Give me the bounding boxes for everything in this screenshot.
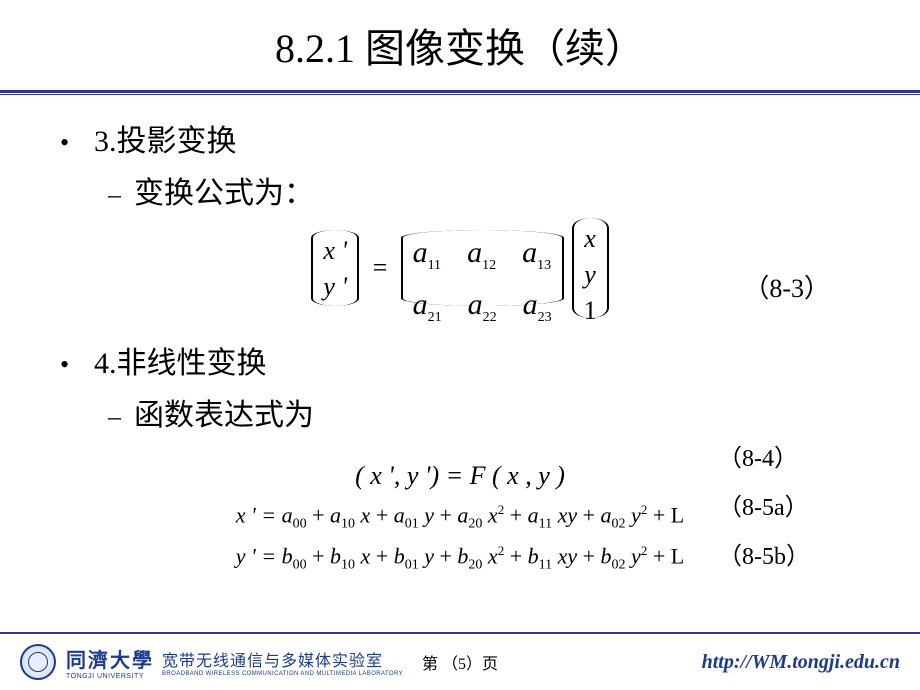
bullet-3: • 3.投影变换 bbox=[60, 116, 860, 160]
lab-en: BROADBAND WIRELESS COMMUNICATION AND MUL… bbox=[162, 671, 403, 677]
eq4-text: ( x ', y ') = F ( x , y ) bbox=[355, 461, 565, 490]
equation-labels-column: （8-4） （8-5a） （8-5b） bbox=[718, 438, 810, 571]
sub-4: – 函数表达式为 bbox=[108, 390, 860, 434]
sub-4-text: 函数表达式为 bbox=[134, 390, 314, 434]
equals: = bbox=[371, 253, 389, 283]
vec-y: y bbox=[584, 260, 596, 290]
lab-name: 宽带无线通信与多媒体实验室 BROADBAND WIRELESS COMMUNI… bbox=[162, 647, 403, 677]
bullet-4: • 4.非线性变换 bbox=[60, 338, 860, 382]
vec-1: 1 bbox=[584, 296, 597, 326]
title-text: 8.2.1 图像变换（续） bbox=[275, 16, 645, 74]
university-logo-icon bbox=[20, 644, 56, 680]
university-name: 同濟大學 TONGJI UNIVERSITY bbox=[66, 644, 154, 680]
slide-title: 8.2.1 图像变换（续） bbox=[0, 0, 920, 90]
title-divider bbox=[0, 90, 920, 96]
footer-url: http://WM.tongji.edu.cn bbox=[702, 651, 900, 674]
label-8-5a: （8-5a） bbox=[718, 487, 810, 522]
bullet-marker: • bbox=[60, 128, 94, 158]
yprime: y ' bbox=[323, 272, 347, 302]
bullet-4-text: 4.非线性变换 bbox=[94, 338, 267, 382]
sub-3: – 变换公式为： bbox=[108, 168, 860, 212]
equation-8-3: x ' y ' = a11 a12 a13 a21 a22 a23 bbox=[60, 218, 860, 328]
university-en: TONGJI UNIVERSITY bbox=[66, 673, 154, 680]
bullet-3-text: 3.投影变换 bbox=[94, 116, 237, 160]
sub-3-text: 变换公式为： bbox=[134, 168, 314, 212]
label-8-3: （8-3） bbox=[743, 268, 830, 305]
vec-x: x bbox=[584, 224, 596, 254]
dash-marker: – bbox=[108, 180, 134, 210]
dash-marker-2: – bbox=[108, 402, 134, 432]
label-8-4: （8-4） bbox=[718, 438, 810, 473]
bullet-marker-2: • bbox=[60, 350, 94, 380]
lab-cn: 宽带无线通信与多媒体实验室 bbox=[162, 647, 403, 671]
label-8-5b: （8-5b） bbox=[718, 536, 810, 571]
footer: 同濟大學 TONGJI UNIVERSITY 宽带无线通信与多媒体实验室 BRO… bbox=[0, 632, 920, 690]
university-cn: 同濟大學 bbox=[66, 644, 154, 673]
xprime: x ' bbox=[323, 236, 347, 266]
page-number: 第 （5）页 bbox=[422, 650, 498, 674]
